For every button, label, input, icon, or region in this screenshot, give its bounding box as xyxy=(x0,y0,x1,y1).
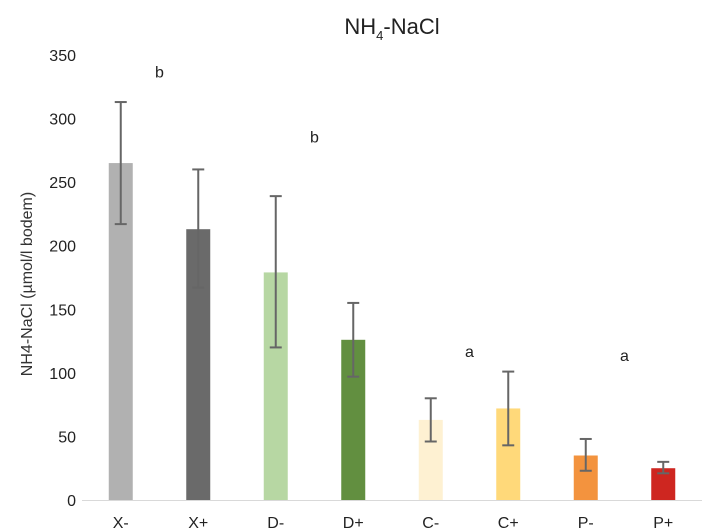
x-tick-label: C+ xyxy=(498,515,519,532)
x-tick-label: D+ xyxy=(343,515,364,532)
annotation-letter: a xyxy=(465,344,474,361)
y-tick-label: 100 xyxy=(49,366,76,383)
y-axis-label: NH4-NaCl (µmol/l bodem) xyxy=(19,192,36,376)
annotation-letter: a xyxy=(620,348,629,365)
x-tick-label: P+ xyxy=(653,515,673,532)
x-tick-label: C- xyxy=(422,515,439,532)
y-tick-label: 300 xyxy=(49,112,76,129)
x-axis-ticks: X- X+ D- D+ C- C+ P- P+ xyxy=(113,515,674,532)
chart-title-suffix: -NaCl xyxy=(383,14,439,39)
bars xyxy=(108,163,676,501)
chart-title: NH4-NaCl xyxy=(344,14,439,43)
x-tick-label: X- xyxy=(113,515,129,532)
y-tick-label: 150 xyxy=(49,302,76,319)
chart-title-prefix: NH xyxy=(344,14,376,39)
annotation-letter: b xyxy=(310,129,319,146)
y-tick-label: 0 xyxy=(67,493,76,510)
chart-title-subscript: 4 xyxy=(376,28,383,43)
annotations: b b a a xyxy=(155,65,629,366)
y-tick-label: 250 xyxy=(49,175,76,192)
x-tick-label: D- xyxy=(267,515,284,532)
y-tick-label: 200 xyxy=(49,239,76,256)
y-tick-label: 350 xyxy=(49,48,76,65)
x-tick-label: P- xyxy=(578,515,594,532)
x-tick-label: X+ xyxy=(188,515,208,532)
y-tick-label: 50 xyxy=(58,429,76,446)
error-bars xyxy=(114,101,670,475)
annotation-letter: b xyxy=(155,65,164,82)
y-axis-ticks: 0 50 100 150 200 250 300 350 xyxy=(49,48,76,510)
